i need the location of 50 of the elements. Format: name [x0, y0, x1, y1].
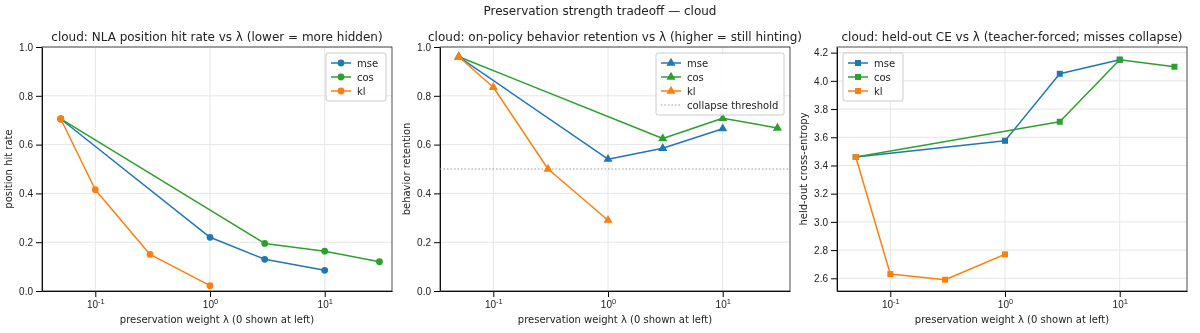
y-tick-label: 0.2 [417, 236, 432, 248]
y-tick-label: 4.2 [814, 47, 829, 59]
legend-label: mse [357, 57, 379, 69]
y-tick-label: 2.8 [814, 244, 829, 256]
text: Preservation strength tradeoff — cloud [483, 4, 717, 18]
x-tick-label: 10$^{1}$ [715, 296, 731, 310]
x-tick-label: 10$^{0}$ [600, 296, 617, 310]
chart-title: cloud: NLA position hit rate vs λ (lower = more hidden) [51, 30, 383, 44]
y-tick-label: 3.0 [814, 216, 829, 228]
x-tick-label: 10$^{1}$ [317, 296, 333, 310]
y-tick-label: 0.0 [19, 285, 34, 297]
y-tick-label: 3.8 [814, 103, 829, 115]
y-axis-title: behavior retention [401, 122, 412, 216]
legend-label: kl [687, 85, 696, 97]
y-tick-label: 3.2 [814, 188, 829, 200]
y-tick-label: 4.0 [814, 75, 829, 87]
y-tick-label: 0.8 [19, 90, 34, 102]
y-tick-label: 0.0 [417, 285, 432, 297]
legend-label: kl [357, 85, 366, 97]
x-axis-title: preservation weight λ (0 shown at left) [914, 314, 1110, 325]
y-tick-label: 2.6 [814, 273, 829, 285]
legend-label: kl [874, 85, 883, 97]
legend-label: collapse threshold [687, 99, 779, 111]
x-tick-label: 10$^{0}$ [202, 296, 219, 310]
chart-title: cloud: held-out CE vs λ (teacher-forced; misses collapse) [841, 30, 1183, 44]
y-tick-label: 1.0 [19, 41, 34, 53]
x-tick-label: 10$^{1}$ [1112, 296, 1128, 310]
legend-label: cos [874, 71, 891, 83]
legend-label: cos [357, 71, 374, 83]
chart-title: cloud: on-policy behavior retention vs λ (higher = still hinting) [428, 30, 802, 44]
y-axis-title: position hit rate [3, 129, 14, 209]
y-tick-label: 0.2 [19, 236, 34, 248]
x-tick-label: 10$^{0}$ [997, 296, 1014, 310]
y-tick-label: 0.4 [417, 188, 432, 200]
y-tick-label: 3.6 [814, 131, 829, 143]
y-tick-label: 0.6 [19, 139, 34, 151]
y-axis-title: held-out cross-entropy [798, 112, 809, 226]
x-axis-title: preservation weight λ (0 shown at left) [119, 314, 315, 325]
x-axis-title: preservation weight λ (0 shown at left) [517, 314, 713, 325]
legend-label: cos [687, 71, 704, 83]
x-tick-label: 10$^{-1}$ [484, 296, 503, 310]
legend-label: mse [687, 57, 709, 69]
y-tick-label: 0.8 [417, 90, 432, 102]
x-tick-label: 10$^{-1}$ [881, 296, 900, 310]
x-tick-label: 10$^{-1}$ [86, 296, 105, 310]
y-tick-label: 1.0 [417, 41, 432, 53]
y-tick-label: 0.6 [417, 139, 432, 151]
y-tick-label: 0.4 [19, 188, 34, 200]
y-tick-label: 3.4 [814, 160, 829, 172]
legend-label: mse [874, 57, 896, 69]
